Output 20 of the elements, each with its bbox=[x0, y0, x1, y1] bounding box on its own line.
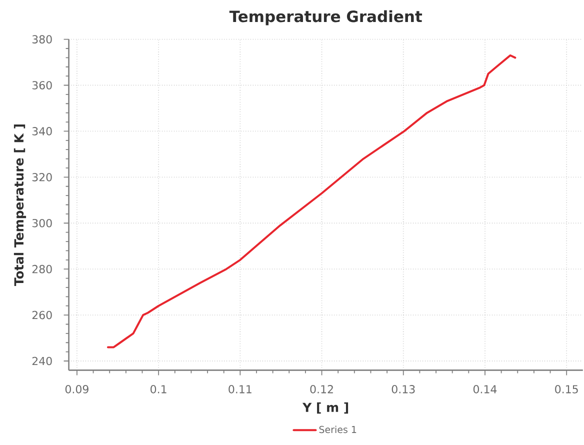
y-tick-label: 360 bbox=[32, 81, 52, 90]
x-tick-label: 0.11 bbox=[228, 385, 252, 394]
chart-title: Temperature Gradient bbox=[229, 10, 422, 26]
y-axis-title: Total Temperature [ K ] bbox=[14, 124, 26, 286]
legend-label: Series 1 bbox=[319, 426, 356, 434]
x-tick-label: 0.14 bbox=[473, 385, 497, 394]
x-tick-label: 0.15 bbox=[555, 385, 578, 394]
y-tick-label: 300 bbox=[32, 218, 52, 228]
x-tick-label: 0.13 bbox=[392, 385, 415, 394]
y-tick-label: 240 bbox=[32, 356, 52, 366]
x-tick-label: 0.09 bbox=[65, 385, 88, 394]
x-axis-title: Y [ m ] bbox=[302, 402, 348, 414]
y-tick-label: 340 bbox=[32, 127, 52, 136]
y-tick-label: 260 bbox=[32, 310, 52, 320]
x-tick-label: 0.1 bbox=[150, 385, 166, 394]
y-tick-label: 380 bbox=[32, 35, 52, 44]
line-series bbox=[106, 54, 516, 348]
x-tick-label: 0.12 bbox=[310, 385, 333, 394]
y-tick-label: 320 bbox=[32, 173, 52, 182]
y-tick-label: 280 bbox=[32, 264, 52, 274]
